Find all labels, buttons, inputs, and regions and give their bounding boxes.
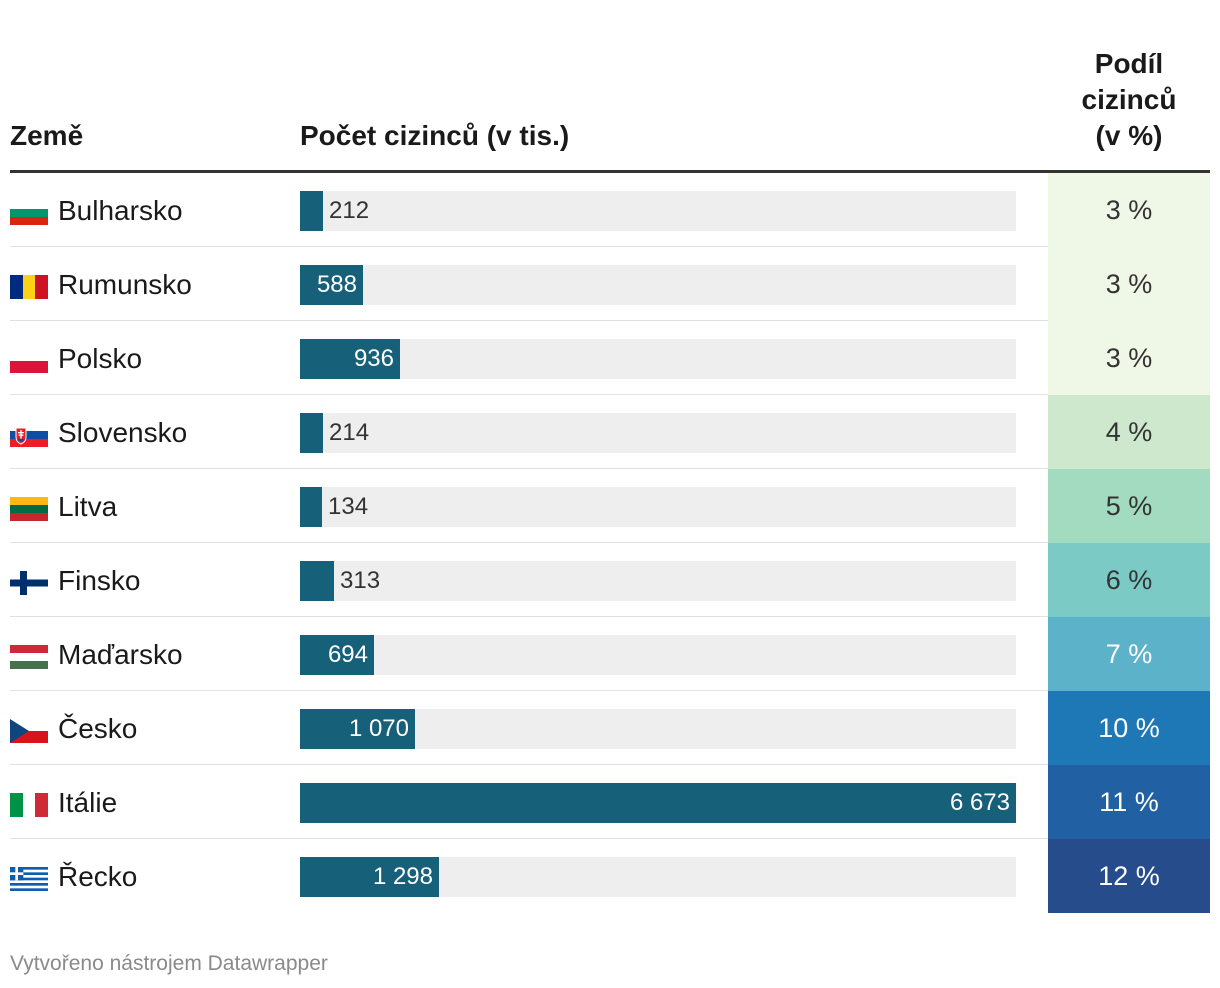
table-row: Řecko 1 298 12 % xyxy=(10,839,1210,913)
share-cell: 7 % xyxy=(1048,617,1210,691)
column-header-share-line: cizinců xyxy=(1081,84,1177,115)
poland-flag-icon xyxy=(10,349,48,373)
share-cell: 11 % xyxy=(1048,765,1210,839)
bar-track: 212 xyxy=(300,191,1016,231)
bar-track: 936 xyxy=(300,339,1016,379)
bar-value-label: 936 xyxy=(353,345,394,372)
data-table: Země Počet cizinců (v tis.) Podíl cizinc… xyxy=(10,0,1210,913)
bar xyxy=(300,561,334,601)
bar xyxy=(300,783,1016,823)
bar-track: 588 xyxy=(300,265,1016,305)
bar-value-label: 214 xyxy=(329,419,370,446)
row-divider xyxy=(10,320,1048,321)
bar-value-label: 313 xyxy=(340,567,381,594)
bar-track: 1 298 xyxy=(300,857,1016,897)
table-row: Bulharsko 212 3 % xyxy=(10,173,1210,247)
bar-value-label: 1 070 xyxy=(348,715,409,742)
share-cell: 3 % xyxy=(1048,321,1210,395)
table-row: Slovensko 214 4 % xyxy=(10,395,1210,469)
row-divider xyxy=(10,690,1048,691)
share-cell: 5 % xyxy=(1048,469,1210,543)
country-name: Maďarsko xyxy=(58,639,183,670)
romania-flag-icon xyxy=(10,275,48,299)
row-divider xyxy=(10,838,1048,839)
bar-track: 6 673 xyxy=(300,783,1016,823)
table-row: Rumunsko 588 3 % xyxy=(10,247,1210,321)
row-divider xyxy=(10,246,1048,247)
bar xyxy=(300,191,323,231)
bar-value-label: 6 673 xyxy=(949,789,1010,816)
country-name: Řecko xyxy=(58,861,138,892)
bar-track: 694 xyxy=(300,635,1016,675)
lithuania-flag-icon xyxy=(10,497,48,521)
finland-flag-icon xyxy=(10,571,48,595)
table-row: Polsko 936 3 % xyxy=(10,321,1210,395)
share-cell: 10 % xyxy=(1048,691,1210,765)
column-header-share-line: (v %) xyxy=(1095,120,1163,151)
bar xyxy=(300,487,322,527)
table-row: Litva 134 5 % xyxy=(10,469,1210,543)
bar xyxy=(300,339,400,379)
bar xyxy=(300,635,374,675)
column-header-count[interactable]: Počet cizinců (v tis.) xyxy=(300,120,570,151)
share-cell: 3 % xyxy=(1048,247,1210,321)
greece-flag-icon xyxy=(10,867,48,891)
bar-track: 134 xyxy=(300,487,1016,527)
bar xyxy=(300,413,323,453)
slovakia-flag-icon xyxy=(10,423,48,447)
country-name: Polsko xyxy=(58,343,143,374)
column-header-share[interactable]: Podíl cizinců (v %) xyxy=(1048,46,1210,154)
italy-flag-icon xyxy=(10,793,48,817)
table-row: Itálie 6 673 11 % xyxy=(10,765,1210,839)
bar xyxy=(300,857,439,897)
country-name: Česko xyxy=(58,713,138,744)
bar xyxy=(300,265,363,305)
bar-track: 214 xyxy=(300,413,1016,453)
country-name: Itálie xyxy=(58,787,118,818)
share-cell: 12 % xyxy=(1048,839,1210,913)
bar-value-label: 588 xyxy=(316,271,357,298)
row-divider xyxy=(10,542,1048,543)
country-name: Rumunsko xyxy=(58,269,192,300)
row-divider xyxy=(10,468,1048,469)
row-divider xyxy=(10,394,1048,395)
bar-track: 313 xyxy=(300,561,1016,601)
column-header-share-line: Podíl xyxy=(1094,48,1164,79)
country-name: Slovensko xyxy=(58,417,188,448)
table-row: Česko 1 070 10 % xyxy=(10,691,1210,765)
row-divider xyxy=(10,764,1048,765)
header-rule xyxy=(10,170,1210,173)
bar-value-label: 694 xyxy=(327,641,368,668)
bulgaria-flag-icon xyxy=(10,201,48,225)
country-name: Finsko xyxy=(58,565,141,596)
czechia-flag-icon xyxy=(10,719,48,743)
share-cell: 4 % xyxy=(1048,395,1210,469)
bar-value-label: 1 298 xyxy=(372,863,433,890)
share-cell: 6 % xyxy=(1048,543,1210,617)
table-row: Finsko 313 6 % xyxy=(10,543,1210,617)
bar-track: 1 070 xyxy=(300,709,1016,749)
column-header-country[interactable]: Země xyxy=(10,120,84,151)
bar-value-label: 134 xyxy=(328,493,369,520)
bar xyxy=(300,709,415,749)
row-divider xyxy=(10,616,1048,617)
hungary-flag-icon xyxy=(10,645,48,669)
share-cell: 3 % xyxy=(1048,173,1210,247)
country-name: Bulharsko xyxy=(58,195,183,226)
bar-value-label: 212 xyxy=(329,197,370,224)
country-name: Litva xyxy=(58,491,118,522)
table-row: Maďarsko 694 7 % xyxy=(10,617,1210,691)
footer-credit[interactable]: Vytvořeno nástrojem Datawrapper xyxy=(10,952,328,975)
